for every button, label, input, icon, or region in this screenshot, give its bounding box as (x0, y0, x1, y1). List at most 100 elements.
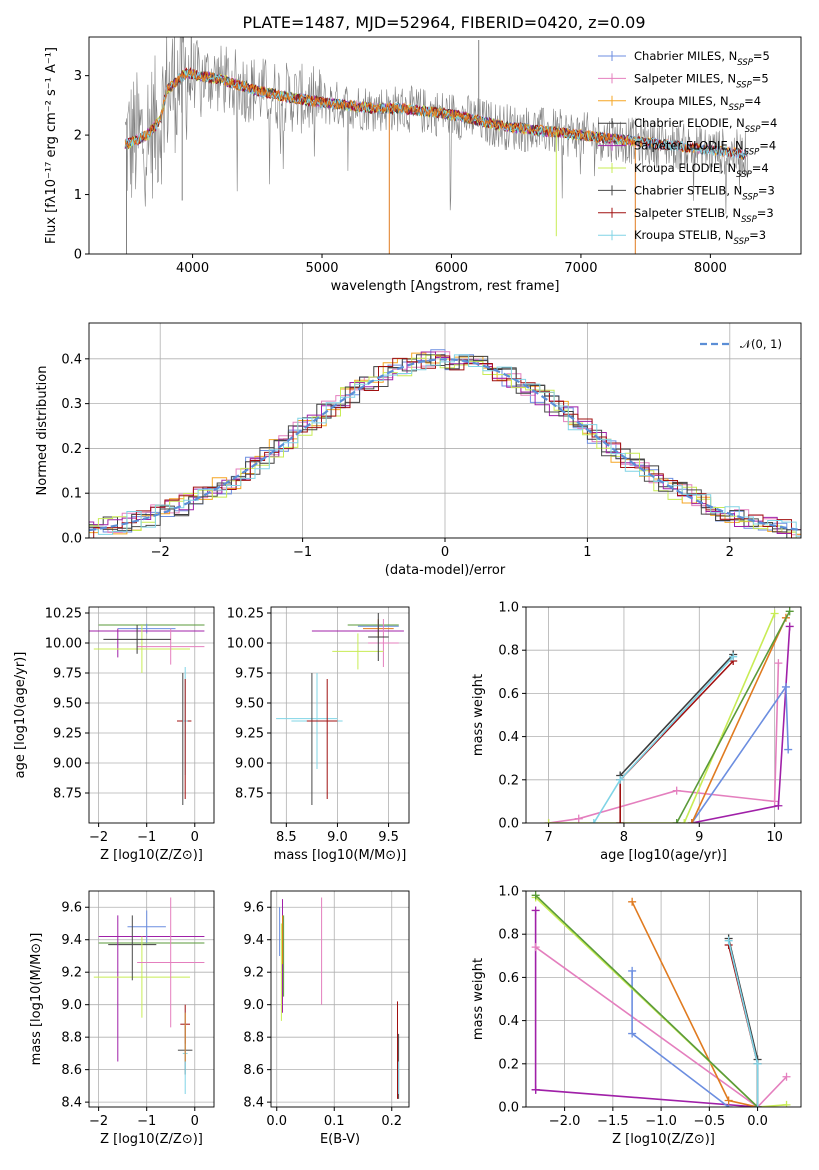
legend-count: =3 (758, 183, 775, 197)
weight-point (782, 1072, 791, 1081)
legend-count: =5 (753, 49, 770, 63)
age-vs-mass: 8.5 9.0 9.5 8.75 9.00 9.25 9.50 9.75 10.00 10.25 m… (227, 606, 410, 863)
age-vs-metallicity: −2 −1 0 8.75 9.00 9.25 9.50 9.75 10.00 10.25 Z [lo… (13, 607, 215, 863)
mass-vs-metallicity: −2 −1 0 8.4 8.6 8.8 9.0 9.2 9.4 9.6 Z [log10(Z/Z⊙)… (29, 890, 215, 1147)
y-tick-label: 0.0 (61, 532, 82, 547)
normal-curve (89, 358, 801, 532)
weight-point (784, 745, 793, 754)
legend-count: =3 (749, 228, 766, 242)
mass-vs-reddening: 0.0 0.1 0.2 8.4 8.6 8.8 9.0 9.2 9.4 9.6 E(B-V) (243, 890, 410, 1147)
x-axis-label: wavelength [Angstrom, rest frame] (331, 279, 560, 294)
y-tick-label: 8.8 (61, 1031, 82, 1046)
y-tick-label: 0.0 (498, 1101, 519, 1116)
y-axis-label: Flux [fλ10⁻¹⁷ erg cm⁻² s⁻¹ A⁻¹] (44, 47, 59, 244)
y-tick-label: 9.00 (53, 757, 82, 772)
y-tick-label: 3 (74, 69, 82, 84)
y-axis-label: mass weight (471, 674, 486, 756)
y-tick-label: 0.4 (498, 730, 519, 745)
weight-point (687, 819, 696, 823)
weight-series-line (535, 894, 759, 1107)
legend-entry: 𝒩(0, 1) (740, 337, 782, 351)
weight-series-line (534, 910, 758, 1107)
legend-subscript: SSP (741, 215, 757, 225)
x-axis-label: E(B-V) (320, 1132, 360, 1147)
axes-frame (270, 606, 410, 824)
residual-histogram: −2 −1 0 1 2 0.0 0.1 0.2 0.3 0.4 (data-model)/error… (35, 322, 802, 578)
legend-entry: Chabrier MILES, NSSP=5 (634, 49, 770, 68)
weight-series-line (691, 684, 789, 823)
y-tick-label: 8.75 (235, 787, 264, 802)
y-tick-label: 0 (74, 248, 82, 263)
weight-point (589, 819, 598, 823)
y-tick-label: 9.25 (235, 727, 264, 742)
weight-series-line (535, 896, 787, 1107)
y-tick-label: 2 (74, 129, 82, 144)
y-axis-label: Normed distribution (35, 366, 50, 496)
axes-frame (270, 890, 410, 1108)
y-tick-label: 9.4 (61, 933, 82, 948)
x-tick-label: 0.0 (266, 1114, 287, 1129)
y-axis-label: mass [log10(M/M⊙)] (29, 933, 44, 1066)
weight-point (531, 1085, 540, 1094)
y-tick-label: 9.50 (53, 697, 82, 712)
legend-count: =4 (760, 116, 777, 130)
weight-point (672, 786, 681, 795)
y-tick-label: 9.75 (235, 667, 264, 682)
plot-area (89, 607, 214, 823)
y-axis-label: mass weight (471, 958, 486, 1040)
x-tick-label: 8000 (694, 261, 727, 276)
model-spectrum-line (124, 69, 636, 149)
plot-area (271, 607, 409, 823)
weight-point (574, 814, 583, 823)
x-axis-label: Z [log10(Z/Z⊙)] (100, 848, 203, 863)
weight-point (616, 819, 625, 823)
legend-subscript: SSP (736, 80, 752, 90)
y-tick-label: 8.8 (243, 1031, 264, 1046)
x-tick-label: 4000 (176, 261, 209, 276)
weight-point (531, 906, 540, 915)
legend-subscript: SSP (736, 170, 752, 180)
x-tick-label: 0 (191, 830, 199, 845)
y-tick-label: 0.6 (498, 971, 519, 986)
weight-point (774, 659, 783, 668)
axes-frame (525, 890, 802, 1108)
x-tick-label: −1.0 (645, 1114, 677, 1129)
x-axis-label: (data-model)/error (385, 563, 506, 578)
x-tick-label: −1 (137, 830, 156, 845)
x-tick-label: −1 (137, 1114, 156, 1129)
y-tick-label: 0.2 (61, 442, 82, 457)
weight-point (672, 819, 681, 823)
y-tick-label: 0.8 (498, 928, 519, 943)
x-tick-label: 0 (441, 545, 449, 560)
y-tick-label: 0.0 (498, 817, 519, 832)
y-tick-label: 9.00 (235, 757, 264, 772)
legend-count: =4 (752, 161, 769, 175)
weight-point (531, 943, 540, 952)
x-tick-label: 5000 (305, 261, 338, 276)
y-tick-label: 1 (74, 188, 82, 203)
legend-count: =5 (752, 71, 769, 85)
axes-frame (525, 606, 802, 824)
x-tick-label: −2 (151, 545, 170, 560)
plot-area (526, 891, 801, 1107)
x-tick-label: 9 (695, 830, 703, 845)
legend-count: =3 (757, 206, 774, 220)
y-tick-label: 1.0 (498, 885, 519, 900)
legend-entry: Salpeter STELIB, NSSP=3 (634, 206, 774, 225)
legend-entry: Kroupa MILES, NSSP=4 (634, 94, 761, 113)
legend-count: =4 (744, 94, 761, 108)
weight-point (770, 797, 779, 806)
y-tick-label: 10.00 (45, 637, 82, 652)
legend-entry: Chabrier STELIB, NSSP=3 (634, 183, 775, 202)
x-tick-label: 8 (620, 830, 628, 845)
x-tick-label: −0.5 (694, 1114, 726, 1129)
weight-series-line (593, 656, 734, 823)
x-tick-label: 7000 (564, 261, 597, 276)
y-tick-label: 0.3 (61, 397, 82, 412)
y-tick-label: 9.2 (61, 966, 82, 981)
weight-point (785, 622, 794, 631)
weight-point (785, 607, 794, 616)
x-tick-label: 9.5 (378, 830, 399, 845)
